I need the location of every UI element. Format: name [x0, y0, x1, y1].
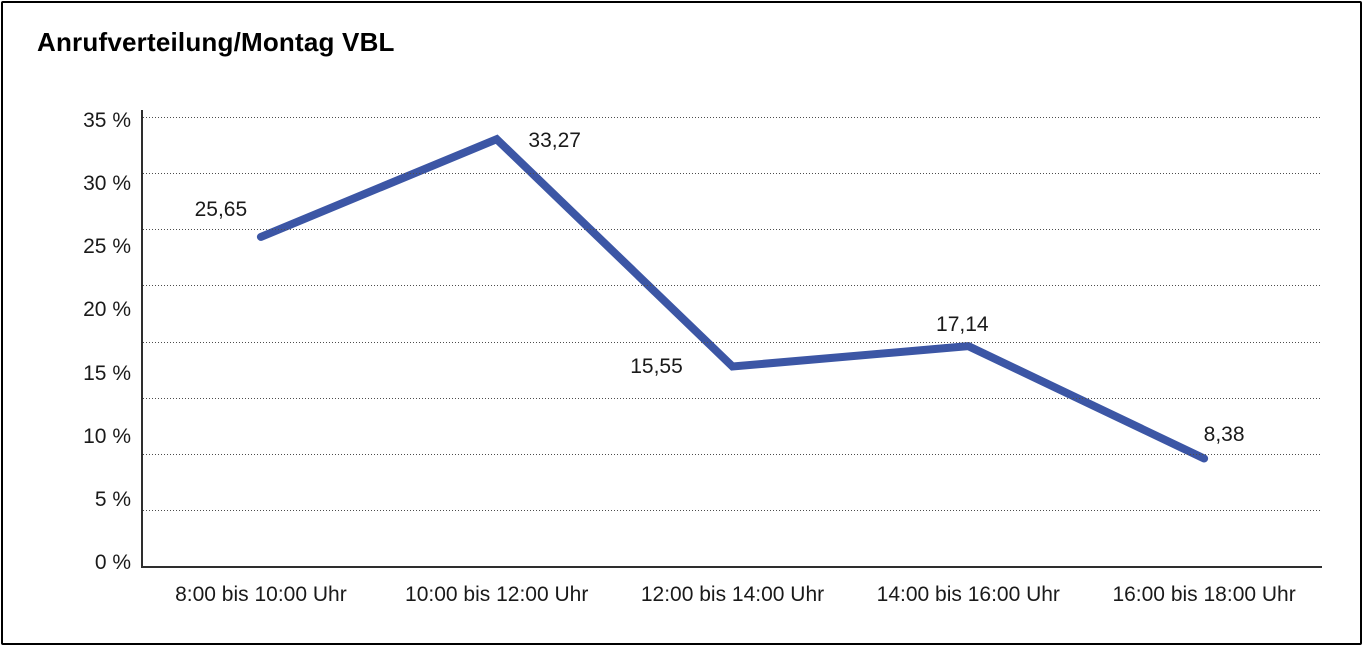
y-axis-tick-label: 5 %: [94, 487, 131, 511]
x-axis-category-label: 8:00 bis 10:00 Uhr: [175, 583, 347, 606]
x-axis-category-label: 12:00 bis 14:00 Uhr: [640, 583, 825, 606]
data-point-label: 25,65: [194, 197, 248, 221]
data-point-label: 8,38: [1203, 422, 1245, 446]
gridline: [143, 397, 1322, 399]
x-axis-category-label: 16:00 bis 18:00 Uhr: [1112, 583, 1296, 606]
gridline: [143, 117, 1322, 118]
gridline: [143, 453, 1322, 455]
gridline: [143, 285, 1322, 287]
data-point-label: 17,14: [936, 313, 989, 337]
y-axis-tick-label: 15 %: [83, 361, 131, 385]
y-axis-line: [141, 110, 143, 566]
y-axis-tick-label: 25 %: [83, 235, 131, 259]
data-point-label: 15,55: [630, 354, 683, 378]
plot-area: 35 % 30 % 25 % 20 % 15 % 10 % 5 % 0 % 8:00 bis 1…: [83, 109, 1322, 606]
series-line: [256, 134, 1209, 463]
gridline: [143, 509, 1322, 511]
data-point-label: 33,27: [528, 129, 581, 153]
y-axis-tick-label: 30 %: [83, 172, 131, 196]
x-axis-category-label: 14:00 bis 16:00 Uhr: [876, 583, 1060, 606]
chart-title: Anrufverteilung/Montag VBL: [37, 27, 395, 57]
y-axis-tick-label: 35 %: [83, 109, 131, 132]
y-axis-tick-label: 20 %: [83, 298, 131, 322]
y-axis-tick-label: 0 %: [94, 551, 131, 574]
gridline: [143, 229, 1322, 231]
y-axis-tick-label: 10 %: [83, 424, 131, 448]
x-axis-category-label: 10:00 bis 12:00 Uhr: [405, 583, 589, 606]
x-axis-line: [141, 566, 1322, 568]
gridline: [143, 341, 1322, 343]
gridline: [143, 173, 1322, 175]
line-chart-svg: [256, 134, 1209, 463]
